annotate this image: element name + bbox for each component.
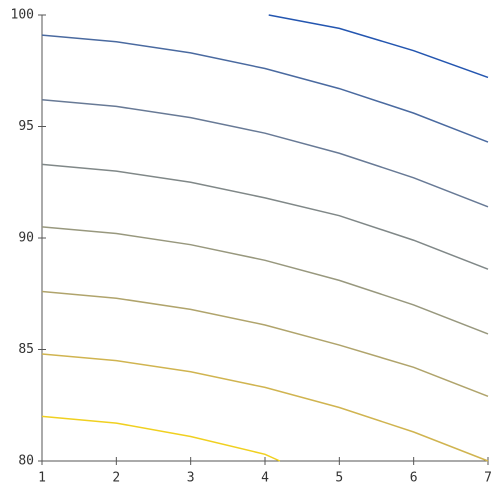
contour-line	[41, 290, 489, 398]
y-tick-label: 100	[11, 8, 34, 23]
y-tick-label: 95	[18, 119, 34, 134]
y-tick-label: 80	[18, 454, 34, 469]
x-tick-label: 4	[261, 471, 269, 486]
x-tick-label: 3	[187, 471, 195, 486]
y-tick-label: 90	[18, 231, 34, 246]
y-tick-label: 85	[18, 342, 34, 357]
contour-line	[41, 98, 489, 208]
contour-line	[268, 14, 489, 79]
x-tick-label: 2	[112, 471, 120, 486]
contour-line	[41, 353, 489, 462]
x-tick-label: 5	[335, 471, 343, 486]
contour-line	[41, 163, 489, 270]
x-tick-label: 1	[38, 471, 46, 486]
contour-line	[41, 34, 489, 143]
contour-line	[41, 226, 489, 335]
x-tick-label: 6	[410, 471, 418, 486]
contour-line	[41, 415, 281, 462]
x-tick-label: 7	[484, 471, 492, 486]
